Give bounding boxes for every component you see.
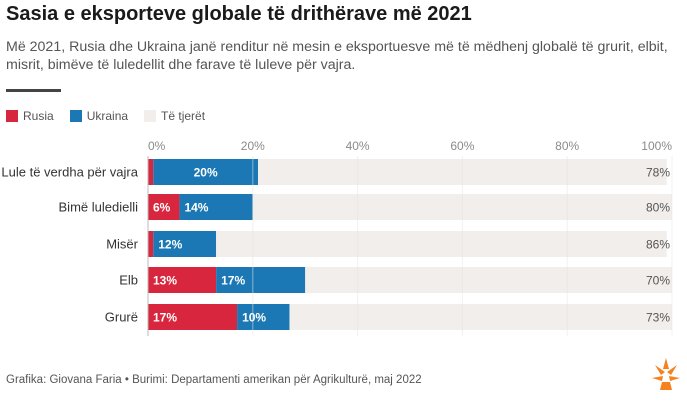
legend-item-others: Të tjerët: [144, 109, 205, 123]
title-divider: [6, 89, 61, 92]
bar-segment-russia: [148, 194, 180, 220]
bar-segment-ukraine: [216, 267, 306, 293]
legend-swatch-ukraine: [69, 110, 82, 122]
category-label: Lule të verdha për vajra: [1, 165, 138, 180]
chart-legend: Rusia Ukraina Të tjerët: [6, 109, 221, 123]
category-label: Bimë luledielli: [59, 200, 139, 215]
data-label: 73%: [646, 311, 670, 325]
x-tick-label: 20%: [241, 139, 265, 153]
data-label: 80%: [646, 201, 670, 215]
data-label: 13%: [153, 274, 177, 288]
data-label: 14%: [184, 201, 208, 215]
data-label: 86%: [646, 238, 670, 252]
data-label: 10%: [242, 311, 266, 325]
category-label: Misër: [106, 237, 138, 252]
bar-segment-russia: [148, 304, 238, 330]
bar-segment-ukraine: [153, 159, 259, 185]
legend-item-russia: Rusia: [6, 109, 54, 123]
data-label: 17%: [153, 311, 177, 325]
bar-segment-others: [216, 231, 667, 257]
x-tick-label: 60%: [450, 139, 474, 153]
data-label: 12%: [158, 238, 182, 252]
chart-subtitle: Më 2021, Rusia dhe Ukraina janë renditur…: [6, 39, 668, 73]
chart-title: Sasia e eksporteve globale të drithërave…: [6, 3, 472, 25]
legend-swatch-russia: [6, 110, 18, 122]
x-tick-label: 0%: [148, 139, 166, 153]
legend-label-ukraine: Ukraina: [86, 109, 129, 123]
x-tick-label: 40%: [346, 139, 370, 153]
data-label: 20%: [194, 166, 218, 180]
data-label: 17%: [221, 274, 245, 288]
bar-segment-russia: [148, 231, 154, 257]
legend-swatch-others: [144, 110, 157, 122]
category-label: Grurë: [105, 310, 138, 325]
data-label: 78%: [646, 166, 670, 180]
legend-label-russia: Rusia: [23, 109, 54, 123]
bar-segment-others: [305, 267, 672, 293]
x-tick-label: 100%: [641, 139, 672, 153]
bar-segment-ukraine: [153, 231, 217, 257]
bar-segment-ukraine: [237, 304, 290, 330]
bar-segment-others: [289, 304, 672, 330]
category-label: Elb: [119, 273, 138, 288]
legend-label-others: Të tjerët: [161, 109, 206, 123]
bar-segment-russia: [148, 267, 217, 293]
legend-item-ukraine: Ukraina: [69, 109, 129, 123]
source-footer: Grafika: Giovana Faria • Burimi: Departa…: [6, 374, 422, 386]
data-label: 6%: [153, 201, 171, 215]
bar-segment-ukraine: [179, 194, 253, 220]
bar-segment-russia: [148, 159, 154, 185]
data-label: 70%: [646, 274, 670, 288]
x-tick-label: 80%: [555, 139, 579, 153]
